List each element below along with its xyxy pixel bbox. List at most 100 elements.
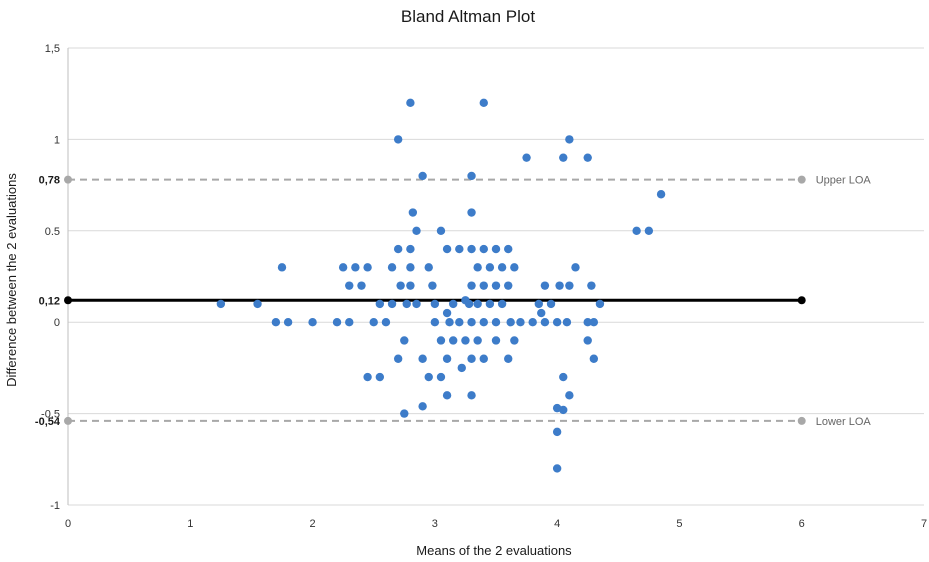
data-point — [467, 354, 476, 363]
data-point — [467, 171, 476, 181]
data-point — [479, 98, 488, 108]
y-tick-label: -0,5 — [41, 409, 60, 421]
data-point — [369, 318, 378, 327]
ref-marker-end-upper — [797, 175, 806, 184]
y-tick-label: 0 — [54, 317, 60, 329]
x-tick-label: 2 — [310, 518, 316, 530]
x-tick-label: 0 — [65, 518, 71, 530]
data-point — [424, 372, 433, 382]
ref-marker-start-lower — [64, 416, 72, 425]
data-point — [552, 318, 562, 327]
data-point — [555, 281, 564, 290]
data-point — [491, 336, 501, 345]
data-point — [504, 354, 513, 363]
x-tick-label: 7 — [921, 518, 927, 530]
data-point — [406, 263, 415, 272]
y-axis-label: Difference between the 2 evaluations — [4, 173, 19, 387]
data-point — [332, 318, 342, 327]
ref-value-label-upper: 0,78 — [39, 175, 60, 187]
data-point — [418, 402, 427, 411]
data-point — [583, 318, 592, 327]
data-point — [345, 318, 354, 327]
data-point — [504, 281, 513, 290]
data-point — [467, 208, 476, 217]
data-point — [552, 427, 562, 437]
data-point — [497, 299, 507, 309]
data-point — [491, 244, 501, 254]
data-point — [375, 299, 385, 309]
data-point — [473, 263, 482, 272]
data-point — [277, 263, 287, 272]
data-point — [540, 318, 550, 327]
ref-value-label-mean: 0,12 — [39, 295, 60, 307]
data-point — [418, 354, 427, 363]
data-point — [461, 336, 470, 345]
data-point — [540, 281, 550, 290]
data-point — [406, 281, 415, 290]
data-point — [510, 263, 519, 272]
data-point — [491, 281, 501, 290]
data-point — [562, 318, 572, 327]
ref-marker-start-mean — [64, 296, 72, 305]
data-point — [485, 263, 495, 272]
data-point — [400, 409, 409, 418]
data-point — [467, 391, 476, 400]
data-point — [571, 263, 580, 272]
data-point — [424, 263, 433, 272]
data-point — [506, 318, 515, 327]
data-point — [473, 336, 482, 345]
data-point — [406, 98, 415, 108]
data-point — [442, 244, 452, 254]
x-tick-label: 5 — [676, 518, 682, 530]
data-point — [644, 226, 654, 235]
data-point — [345, 281, 354, 290]
data-point — [308, 318, 317, 327]
ref-text-label-upper: Upper LOA — [816, 175, 872, 187]
data-point — [445, 318, 454, 327]
x-axis-label: Means of the 2 evaluations — [416, 543, 572, 558]
axes: -1 -0,5 0 0.5 1 1,5 0 1 2 3 4 5 6 7 — [41, 43, 927, 530]
data-point — [400, 336, 409, 345]
data-point — [559, 405, 568, 415]
data-point — [436, 372, 446, 382]
data-point — [589, 318, 599, 327]
data-point — [271, 318, 281, 327]
data-point — [497, 263, 507, 272]
data-point — [387, 299, 397, 309]
ref-marker-end-mean — [797, 296, 806, 305]
data-point — [589, 354, 599, 363]
x-tick-label: 4 — [554, 518, 560, 530]
data-point — [216, 299, 226, 309]
data-point — [565, 391, 574, 400]
data-point — [408, 208, 418, 217]
x-tick-label: 3 — [432, 518, 438, 530]
data-point — [467, 281, 476, 290]
data-point — [537, 308, 546, 318]
data-point — [565, 281, 574, 290]
data-point — [351, 263, 360, 272]
data-point — [357, 281, 366, 290]
y-tick-label: 1 — [54, 134, 60, 146]
data-point — [283, 318, 293, 327]
chart-title: Bland Altman Plot — [401, 7, 535, 26]
gridlines — [68, 47, 924, 506]
data-point — [436, 336, 446, 345]
data-point — [559, 372, 568, 382]
data-point — [442, 308, 452, 318]
data-point — [412, 226, 421, 235]
data-point — [436, 226, 446, 235]
data-point — [473, 299, 482, 309]
y-tick-label: -1 — [50, 500, 60, 512]
data-point — [442, 354, 452, 363]
data-point — [546, 299, 556, 309]
data-point — [467, 318, 476, 327]
data-point — [430, 299, 440, 309]
data-point — [428, 281, 437, 290]
ref-marker-end-lower — [797, 416, 806, 425]
data-point — [449, 299, 458, 309]
data-point — [479, 318, 488, 327]
data-point — [393, 244, 403, 254]
data-point — [375, 372, 385, 382]
data-point — [393, 354, 403, 363]
